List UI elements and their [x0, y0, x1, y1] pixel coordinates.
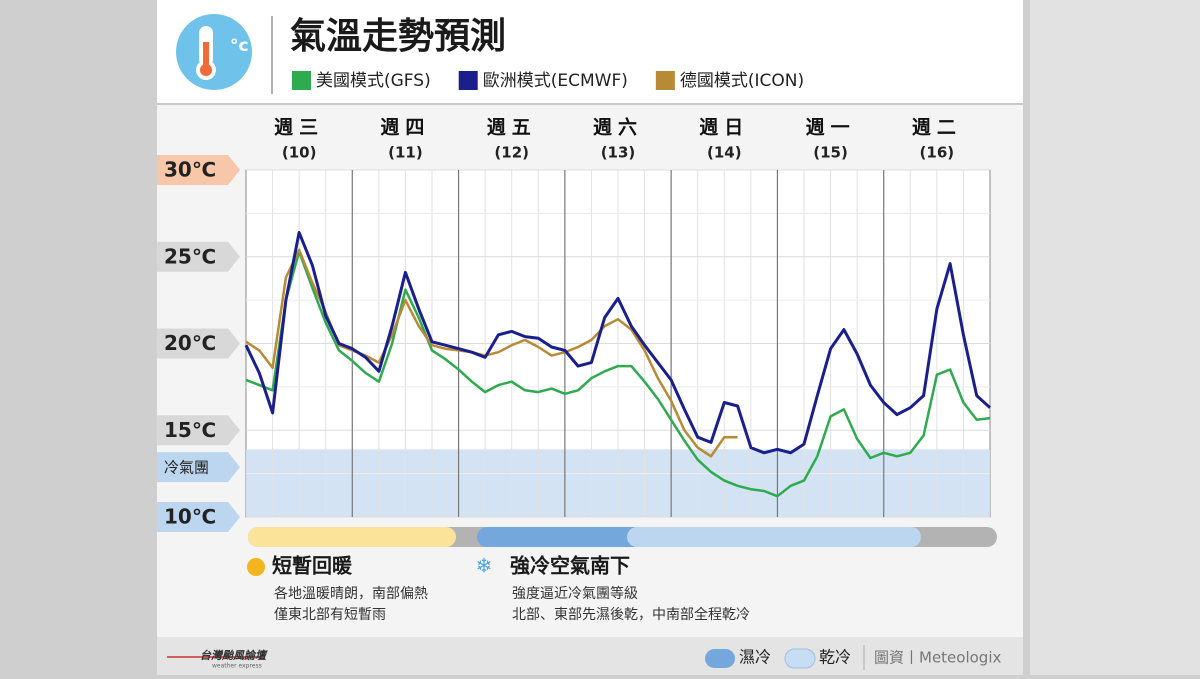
phase-wet — [477, 527, 647, 547]
date-label: (16) — [920, 144, 955, 162]
series-line — [244, 231, 992, 455]
date-label: (10) — [282, 144, 317, 162]
note-line: 北部、東部先濕後乾，中南部全程乾冷 — [512, 606, 750, 623]
dry-label: 乾冷 — [819, 648, 851, 667]
backdrop-side — [1030, 0, 1200, 675]
day-label: 週二 — [912, 117, 962, 139]
legend-swatch — [458, 71, 478, 90]
note-title: 短暫回暖 — [272, 554, 353, 578]
y-tick-label: 25℃ — [164, 244, 216, 268]
cold-air-badge — [157, 452, 240, 483]
day-label: 週五 — [487, 117, 537, 139]
y-tick-label: 10℃ — [164, 505, 216, 529]
sun-icon — [247, 558, 265, 576]
note-title: 強冷空氣南下 — [510, 554, 630, 578]
legend-label: 德國模式(ICON) — [680, 71, 804, 91]
date-label: (11) — [388, 144, 423, 162]
series-line — [245, 250, 991, 498]
day-label: 週一 — [806, 117, 856, 139]
y-tick-badge — [157, 328, 240, 359]
footer — [157, 637, 1023, 675]
phase-warm — [248, 527, 456, 547]
phase-dry — [627, 527, 921, 547]
source: 圖資丨Meteologix — [874, 649, 1001, 667]
icon — [176, 14, 252, 90]
y-tick-badge — [157, 415, 240, 446]
chart-title: 氣溫走勢預測 — [290, 16, 506, 57]
day-label: 週日 — [699, 117, 749, 139]
note-line: 強度逼近冷氣團等級 — [512, 585, 638, 602]
date-label: (14) — [707, 144, 742, 162]
logo: 台灣颱風論壇 — [200, 649, 268, 662]
wet-swatch — [705, 649, 735, 668]
wet-label: 濕冷 — [739, 648, 771, 667]
day-label: 週六 — [593, 116, 643, 139]
cold-air-label: 冷氣團 — [164, 459, 209, 477]
logo-sub: weather express — [212, 663, 262, 670]
y-tick-badge — [157, 155, 240, 185]
note-line: 各地溫暖晴朗，南部偏熱 — [274, 586, 428, 602]
y-tick-badge — [157, 241, 240, 272]
y-tick-label: 15℃ — [164, 418, 216, 442]
icon-mercury-bulb — [200, 64, 212, 76]
icon-unit: °c — [230, 36, 249, 56]
note-line: 僅東北部有短暫雨 — [274, 607, 386, 623]
legend-swatch — [292, 71, 311, 90]
legend-label: 美國模式(GFS) — [316, 71, 431, 91]
y-tick-label: 30℃ — [164, 158, 216, 182]
icon-mercury — [203, 42, 209, 68]
legend-swatch — [655, 71, 675, 90]
snow-icon: ❄ — [476, 554, 493, 578]
y-tick-label: 20℃ — [164, 331, 216, 355]
date-label: (12) — [494, 144, 529, 162]
date-label: (15) — [813, 144, 848, 162]
dry-swatch — [784, 648, 816, 669]
day-label: 週三 — [274, 117, 324, 139]
legend-label: 歐洲模式(ECMWF) — [483, 71, 628, 91]
date-label: (13) — [601, 144, 636, 162]
day-label: 週四 — [380, 117, 430, 139]
y-tick-badge — [157, 502, 240, 532]
